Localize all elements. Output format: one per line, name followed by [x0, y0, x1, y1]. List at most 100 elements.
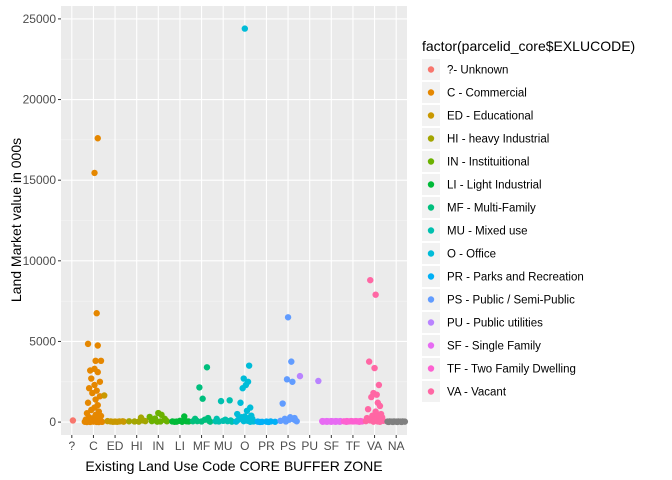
data-point	[265, 418, 272, 426]
data-point	[196, 384, 203, 391]
data-point	[85, 385, 93, 392]
legend-swatch	[427, 112, 435, 119]
x-tick-label: TF	[346, 439, 361, 453]
data-point	[95, 418, 103, 426]
legend-label: C - Commercial	[447, 88, 527, 100]
legend-label: IN - Instituitional	[447, 157, 529, 169]
legend-swatch	[427, 227, 435, 234]
data-point	[343, 418, 350, 425]
data-point	[83, 418, 91, 426]
data-point	[114, 418, 121, 425]
data-point	[356, 418, 363, 425]
x-tick-label: HI	[131, 439, 143, 453]
x-tick-label: MU	[214, 439, 233, 453]
data-point	[398, 418, 405, 426]
data-point	[271, 418, 279, 425]
data-point	[232, 418, 240, 425]
data-point	[227, 417, 234, 424]
data-point	[376, 402, 384, 410]
data-point	[241, 25, 249, 32]
y-tick-label: 0	[49, 415, 56, 429]
data-point	[371, 364, 378, 372]
data-point	[315, 377, 322, 385]
data-point	[212, 418, 219, 425]
legend-label: PU - Public utilities	[447, 318, 543, 330]
data-point	[69, 417, 77, 424]
data-points	[69, 25, 409, 426]
x-tick-label: C	[89, 439, 98, 453]
x-tick-label: SF	[324, 439, 339, 453]
data-point	[367, 276, 374, 284]
legend-label: PR - Parks and Recreation	[447, 272, 584, 284]
data-point	[237, 399, 244, 406]
data-point	[93, 310, 100, 317]
data-point	[283, 376, 291, 383]
data-point	[94, 135, 101, 142]
legend-swatch	[427, 204, 435, 211]
x-tick-label: O	[240, 439, 249, 453]
x-tick-label: PS	[280, 439, 296, 453]
x-tick-label: PR	[258, 439, 275, 453]
data-point	[181, 413, 188, 420]
legend-label: HI - heavy Industrial	[447, 134, 549, 146]
y-tick-label: 15000	[23, 173, 57, 187]
x-tick-label: MF	[193, 439, 210, 453]
data-point	[372, 291, 379, 298]
data-point	[84, 340, 92, 348]
legend-swatch	[427, 342, 435, 349]
x-tick-label: PU	[301, 439, 318, 453]
data-point	[94, 342, 101, 349]
data-point	[92, 357, 99, 365]
data-point	[89, 389, 96, 397]
data-point	[171, 418, 178, 425]
x-tick-label: VA	[367, 439, 382, 453]
data-point	[217, 397, 225, 405]
legend-label: SF - Single Family	[447, 341, 541, 353]
x-tick-label: NA	[388, 439, 405, 453]
legend-label: MF - Multi-Family	[447, 203, 536, 215]
data-point	[282, 418, 290, 425]
legend-label: MU - Mixed use	[447, 226, 528, 238]
legend-swatch	[427, 296, 435, 303]
data-point	[256, 418, 264, 426]
legend-swatch	[427, 181, 435, 188]
x-tick-label: ED	[107, 439, 124, 453]
data-point	[243, 407, 251, 415]
legend-label: O - Office	[447, 249, 496, 261]
data-point	[288, 358, 295, 365]
data-point	[199, 395, 206, 402]
data-point	[284, 314, 292, 321]
data-point	[364, 405, 372, 413]
y-tick-label: 5000	[29, 334, 56, 348]
legend-swatch	[427, 273, 435, 280]
legend-swatch	[427, 89, 435, 96]
data-point	[247, 418, 254, 425]
data-point	[370, 418, 377, 425]
data-point	[242, 381, 250, 389]
data-point	[97, 357, 105, 365]
grid-lines	[61, 6, 407, 435]
data-point	[137, 414, 145, 421]
data-point	[96, 378, 104, 385]
y-axis-title: Land Market value in 000s	[8, 138, 24, 302]
data-point	[240, 417, 247, 425]
data-point	[373, 391, 380, 398]
data-point	[226, 397, 233, 404]
data-point	[91, 381, 98, 389]
legend-swatch	[427, 250, 435, 257]
data-point	[91, 169, 98, 177]
data-point	[289, 378, 296, 385]
legend-label: ?- Unknown	[447, 65, 508, 77]
data-point	[198, 418, 205, 425]
data-point	[203, 364, 211, 371]
data-point	[189, 418, 197, 425]
y-tick-label: 25000	[23, 12, 57, 26]
legend: factor(parcelid_core$EXLUCODE) ?- Unknow…	[422, 38, 635, 402]
legend-swatch	[427, 319, 435, 326]
data-point	[84, 399, 92, 406]
x-axis-title: Existing Land Use Code CORE BUFFER ZONE	[85, 458, 382, 474]
data-point	[94, 368, 101, 376]
legend-label: LI - Light Industrial	[447, 180, 542, 192]
data-point	[151, 415, 159, 422]
legend-swatch	[427, 388, 435, 395]
